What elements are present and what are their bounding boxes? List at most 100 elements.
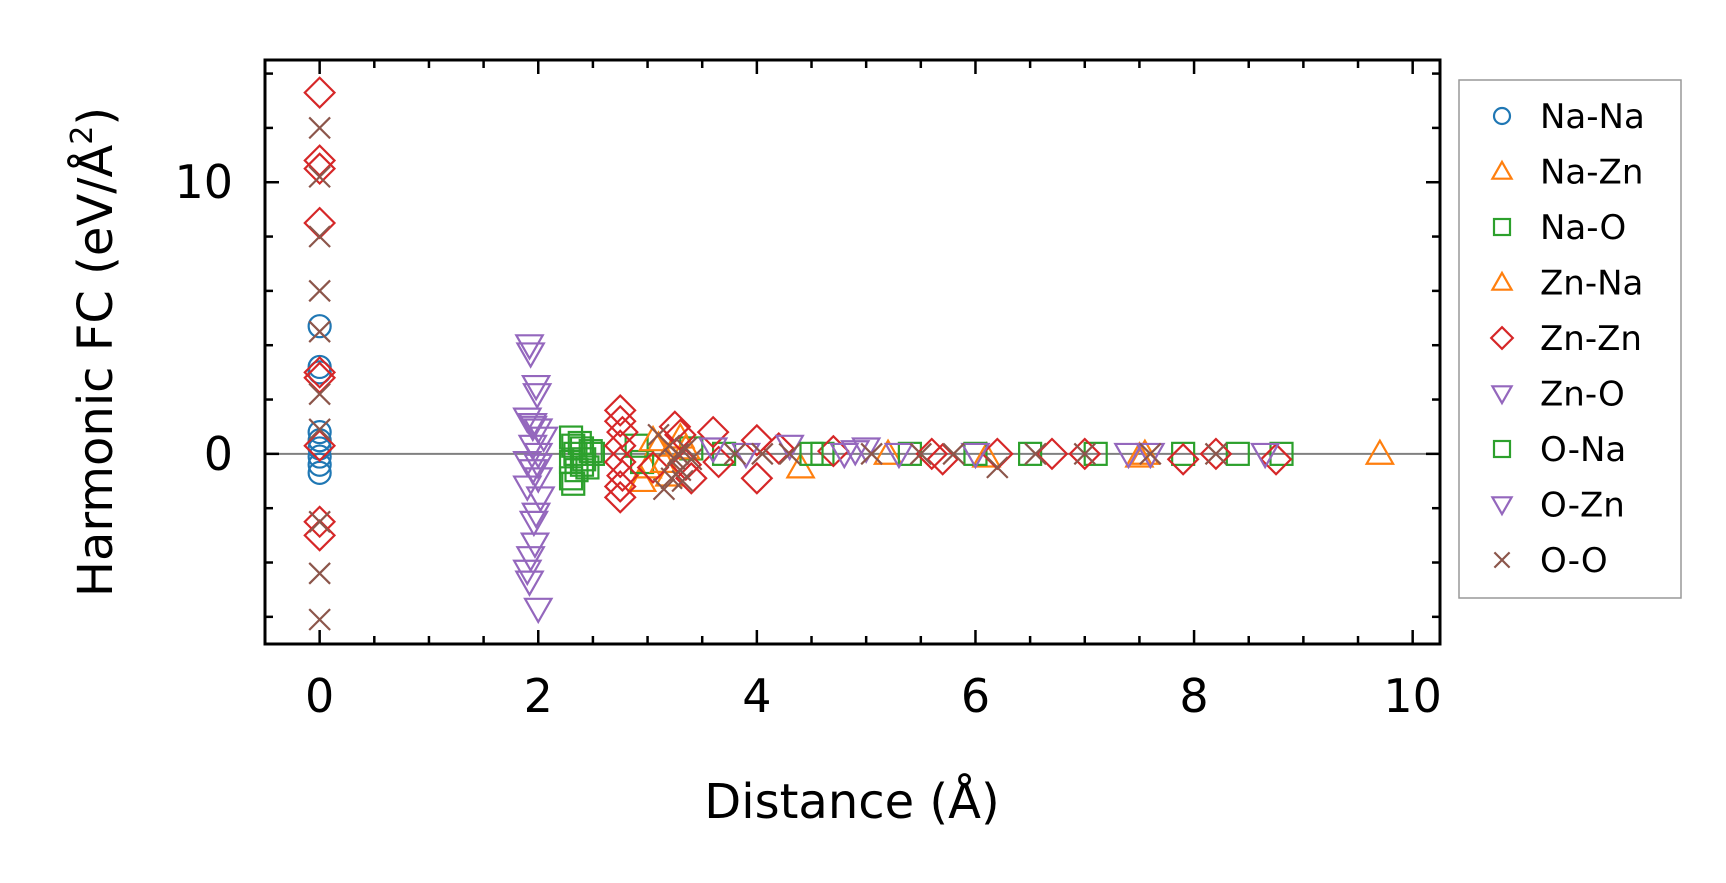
data-point [308,320,331,343]
legend-marker [1493,551,1511,569]
data-point [307,314,332,339]
y-tick-label: 0 [204,427,233,481]
data-points-layer [303,76,1395,631]
data-point [1225,441,1250,466]
data-point [515,342,546,369]
legend: Na-Na Na-Zn Na-O Zn-Na Zn-Zn Zn-O O-Na O-Zn O-O [1458,79,1682,599]
data-point [517,415,548,443]
legend-item-o-na: O-Na [1492,430,1626,470]
data-point [308,279,331,303]
legend-frame [1458,79,1682,599]
data-point [307,420,332,445]
legend-label: O-Na [1540,430,1626,470]
data-point [517,412,548,440]
data-point [971,441,1002,468]
data-point [514,334,545,361]
legend-label: O-O [1540,541,1608,581]
data-point [1166,442,1200,476]
data-point [606,415,639,449]
data-point [799,441,824,466]
data-point [603,470,637,503]
x-tick-label: 0 [305,669,334,723]
data-point [307,452,332,477]
data-point [1204,442,1228,466]
data-point [986,456,1009,479]
data-point [942,442,965,466]
series-o-zn [517,415,871,481]
data-point [519,532,551,559]
data-point [740,423,774,457]
legend-marker [1490,159,1514,180]
y-axis-label-main: Harmonic FC (eV/Å [67,145,124,598]
data-point [569,452,595,477]
data-point [1171,441,1196,466]
data-point [525,486,556,513]
data-point [624,433,649,458]
y-axis-label-close: ) [68,107,124,126]
plot-frame [263,58,1442,646]
data-point [572,447,597,472]
data-point [1269,441,1294,466]
data-point [308,382,331,406]
legend-item-zn-na: Zn-Na [1490,264,1643,304]
data-point [960,442,991,470]
data-point [778,442,801,466]
data-point [514,570,545,597]
data-point [652,477,676,501]
legend-item-na-o: Na-O [1492,208,1626,248]
legend-item-o-zn: O-Zn [1490,486,1625,526]
data-point [740,461,774,495]
data-point [515,546,546,573]
legend-label: Zn-Na [1540,264,1643,304]
data-point [307,360,332,385]
data-point [1073,442,1096,466]
data-point [520,502,552,530]
x-tick-label: 6 [961,669,990,723]
data-point [666,442,690,466]
data-point [303,144,337,177]
tick-labels: 0 2 4 6 8 10 0 10 [174,155,1441,723]
data-point [603,393,637,427]
data-point [303,206,337,240]
data-point [680,448,703,471]
data-point [1024,442,1047,466]
data-point [674,461,708,495]
data-point [307,444,332,469]
data-point [606,459,639,492]
data-point [303,152,337,186]
data-point [1124,441,1155,468]
legend-label: Zn-Zn [1540,319,1642,359]
legend-item-o-o: O-O [1493,541,1608,581]
data-point [1364,438,1395,465]
y-tick-label: 10 [174,155,233,209]
legend-item-zn-o: Zn-O [1490,375,1625,415]
legend-marker [1492,106,1512,126]
data-point [698,437,729,464]
legend-item-na-zn: Na-Zn [1490,153,1643,193]
data-point [308,562,331,585]
data-point [883,442,915,470]
data-point [851,437,882,464]
data-point [308,608,331,631]
series-o-o [308,116,1228,631]
data-point [575,455,600,480]
data-point [637,424,669,452]
legend-marker [1490,496,1514,517]
data-point [1139,442,1162,466]
data-point [578,439,603,464]
legend-label: Na-Na [1540,97,1645,137]
data-point [636,451,670,484]
data-point [1113,442,1144,470]
data-point [303,505,337,539]
x-axis-label: Distance (Å) [704,773,999,830]
x-tick-label: 2 [524,669,553,723]
data-point [1018,441,1043,466]
x-tick-label: 8 [1179,669,1208,723]
data-point [603,480,637,514]
data-point [671,469,694,493]
data-point [840,440,871,467]
data-point [1135,442,1166,470]
data-point [860,442,883,466]
data-point [303,355,337,389]
